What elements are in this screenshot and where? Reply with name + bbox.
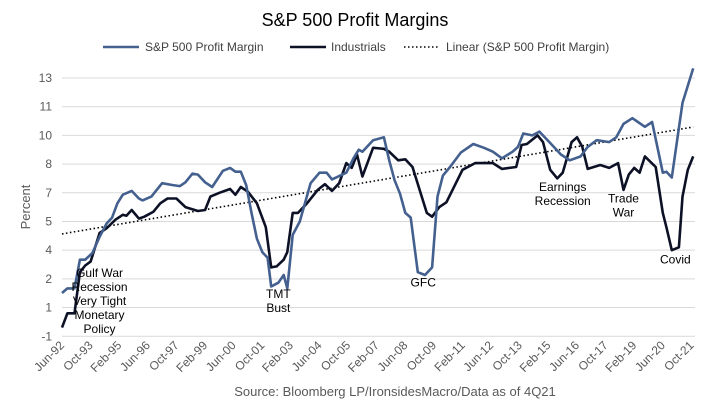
y-tick-label: 5	[45, 214, 52, 228]
source-note: Source: Bloomberg LP/IronsidesMacro/Data…	[234, 384, 556, 399]
annotation-text: GFC	[411, 276, 437, 290]
series-line-0	[61, 68, 695, 294]
x-tick-label: Jun-00	[203, 338, 239, 374]
x-tick-label: Oct-21	[661, 338, 697, 374]
x-axis-ticks: Jun-92Oct-93Feb-95Jun-96Oct-97Feb-99Jun-…	[31, 338, 697, 375]
y-tick-label: 11	[40, 100, 53, 114]
x-tick-label: Jun-08	[375, 338, 411, 374]
annotation-text: Recession	[535, 194, 591, 208]
annotation-text: Trade	[608, 191, 639, 205]
x-tick-label: Feb-19	[603, 338, 640, 375]
y-axis-ticks: 13 11 10 8 7 5 4 2 1 -1	[39, 71, 53, 343]
x-tick-label: Jun-12	[460, 338, 496, 374]
legend-label-2: Linear (S&P 500 Profit Margin)	[446, 40, 609, 54]
chart-title: S&P 500 Profit Margins	[262, 10, 449, 30]
y-tick-label: 4	[45, 243, 52, 257]
series-line-2	[61, 126, 694, 235]
x-tick-label: Jun-04	[289, 338, 325, 374]
x-tick-label: Jun-96	[117, 338, 153, 374]
y-tick-label: 13	[39, 71, 53, 85]
y-tick-label: 2	[45, 272, 52, 286]
y-tick-label: 1	[45, 301, 52, 315]
series-lines	[60, 68, 695, 329]
annotation-text: Bust	[266, 301, 291, 315]
x-tick-label: Jun-16	[546, 338, 582, 374]
y-tick-label: -1	[41, 329, 52, 343]
series-line-1	[60, 134, 695, 329]
y-tick-label: 7	[45, 186, 52, 200]
y-tick-label: 10	[39, 128, 53, 142]
annotation-text: Policy	[84, 322, 116, 336]
annotation-text: Monetary	[75, 308, 125, 322]
annotation-text: Recession	[72, 280, 128, 294]
x-tick-label: Feb-11	[432, 338, 468, 374]
x-tick-label: Jun-20	[632, 338, 668, 374]
annotation-text: Gulf War	[76, 266, 123, 280]
x-tick-label: Feb-99	[173, 338, 210, 375]
y-axis-label: Percent	[18, 184, 33, 229]
annotation-text: TMT	[266, 287, 291, 301]
annotation-text: Earnings	[539, 180, 586, 194]
x-tick-label: Jun-92	[31, 338, 67, 374]
annotation-text: Covid	[660, 253, 691, 267]
legend-label-1: Industrials	[331, 40, 386, 54]
x-tick-label: Feb-15	[517, 338, 554, 375]
x-tick-label: Feb-03	[259, 338, 296, 375]
x-tick-label: Feb-07	[345, 338, 382, 375]
annotation-text: Very Tight	[73, 294, 127, 308]
x-tick-label: Feb-95	[88, 338, 125, 375]
gridlines	[62, 77, 695, 337]
legend-label-0: S&P 500 Profit Margin	[145, 40, 264, 54]
annotation-text: War	[613, 205, 635, 219]
legend: S&P 500 Profit Margin Industrials Linear (…	[103, 40, 609, 54]
y-tick-label: 8	[45, 157, 52, 171]
